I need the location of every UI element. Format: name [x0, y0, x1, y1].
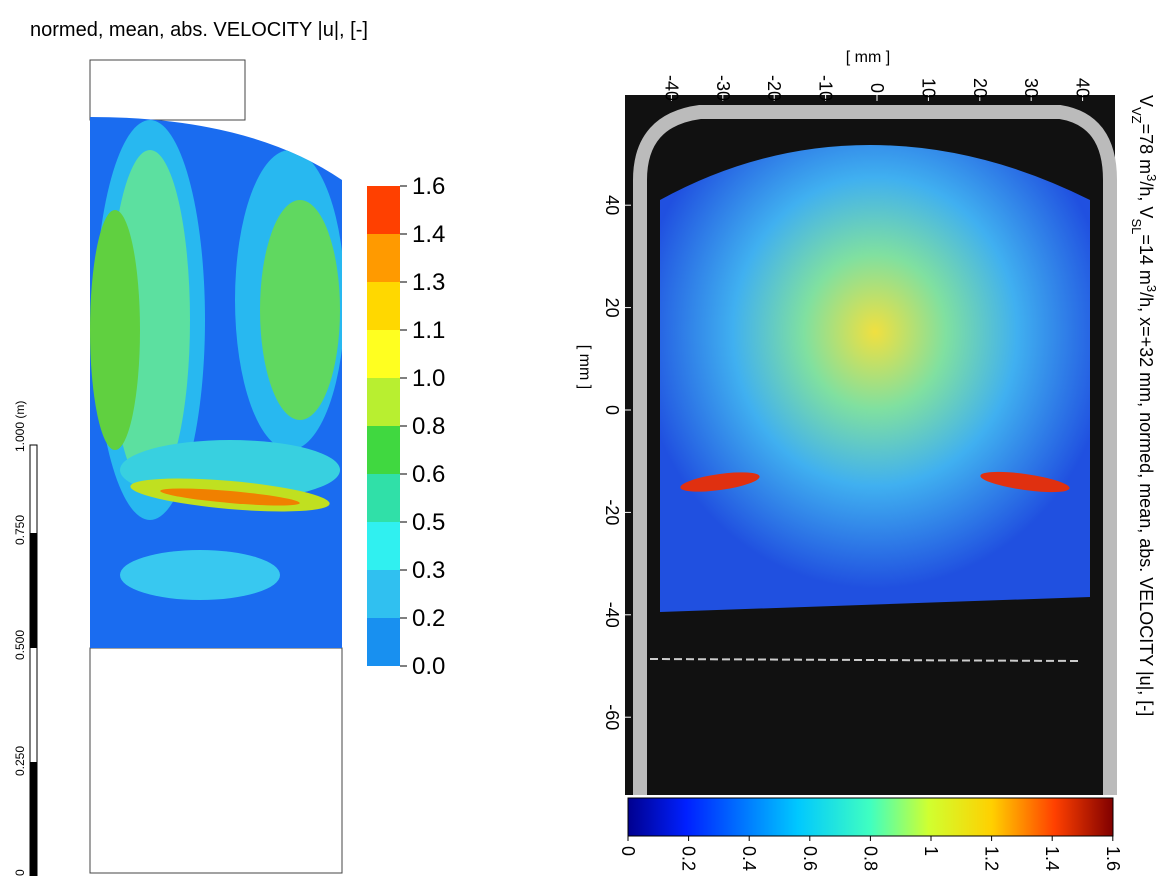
colorbar-label: 0.5 [412, 509, 445, 536]
colorbar-label: 1.2 [982, 846, 1002, 871]
side-label-part: /h, V [1136, 181, 1156, 218]
side-label-part: SL [1130, 218, 1145, 234]
colorbar [627, 797, 1114, 837]
scale-label: 0.250 [13, 746, 27, 776]
side-label-part: 3 [1145, 174, 1160, 181]
colorbar-band [367, 378, 400, 426]
tick-label: 30 [1021, 78, 1041, 98]
scale-label: 0 [13, 869, 27, 876]
tick-label: -10 [816, 75, 836, 101]
colorbar-label: 0 [618, 846, 638, 856]
colorbar-label: 0.3 [412, 557, 445, 584]
velocity-field [660, 145, 1090, 612]
contour-plot [90, 117, 342, 648]
colorbar-label: 0.2 [679, 846, 699, 871]
colorbar-band [367, 186, 400, 234]
colorbar-band [367, 570, 400, 618]
tick-label: -30 [713, 75, 733, 101]
tick-label: -20 [602, 499, 622, 525]
tick-label: -40 [602, 602, 622, 628]
colorbar-label: 0.8 [412, 413, 445, 440]
colorbar-band [367, 474, 400, 522]
tick-label: 20 [970, 78, 990, 98]
axis-label: [ mm ] [576, 345, 593, 389]
tick-label: 10 [918, 78, 938, 98]
colorbar-band [367, 330, 400, 378]
side-label: VVZ=78 m3/h, VSL=14 m3/h, x=+32 mm, norm… [1130, 95, 1160, 716]
colorbar-label: 1.3 [412, 269, 445, 296]
scale-label: 1.000 (m) [13, 401, 27, 452]
colorbar-label: 0.4 [739, 846, 759, 871]
domain-outline [89, 59, 246, 121]
scale-label: 0.500 [13, 630, 27, 660]
domain-outline [89, 647, 343, 874]
tick-label: -20 [764, 75, 784, 101]
tick-label: 0 [867, 83, 887, 93]
tick-label: 0 [602, 405, 622, 415]
colorbar-band [367, 618, 400, 666]
side-label-part: V [1136, 95, 1156, 107]
colorbar-label: 0.2 [412, 605, 445, 632]
colorbar-label: 1.4 [412, 221, 445, 248]
colorbar-label: 0.0 [412, 653, 445, 680]
colorbar-label: 1 [921, 846, 941, 856]
tick-label: 40 [1073, 78, 1093, 98]
tick-label: 40 [602, 195, 622, 215]
side-label-part: =78 m [1136, 124, 1156, 175]
colorbar-label: 0.6 [412, 461, 445, 488]
jet-region [680, 472, 760, 492]
colorbar-label: 1.0 [412, 365, 445, 392]
colorbar-label: 1.6 [1103, 846, 1123, 871]
axis-label: [ mm ] [846, 49, 890, 66]
colorbar-label: 1.1 [412, 317, 445, 344]
colorbar-label: 1.6 [412, 173, 445, 200]
scale-bar [29, 444, 38, 877]
colorbar-band [367, 426, 400, 474]
vessel-wall [633, 105, 1117, 795]
side-label-part: /h, x=+32 mm, normed, mean, abs. VELOCIT… [1136, 292, 1156, 716]
scale-label: 0.750 [13, 515, 27, 545]
side-label-part: =14 m [1136, 234, 1156, 285]
left-title: normed, mean, abs. VELOCITY |u|, [-] [30, 19, 368, 41]
side-label-part: 3 [1145, 285, 1160, 292]
colorbar-band [367, 234, 400, 282]
tick-label: 20 [602, 298, 622, 318]
tick-label: -60 [602, 704, 622, 730]
jet-region [980, 471, 1070, 493]
colorbar-label: 1.4 [1042, 846, 1062, 871]
colorbar-band [367, 282, 400, 330]
side-label-part: VZ [1130, 107, 1145, 124]
tick-label: -40 [661, 75, 681, 101]
colorbar-label: 0.6 [800, 846, 820, 871]
colorbar-band [367, 522, 400, 570]
colorbar-label: 0.8 [860, 846, 880, 871]
